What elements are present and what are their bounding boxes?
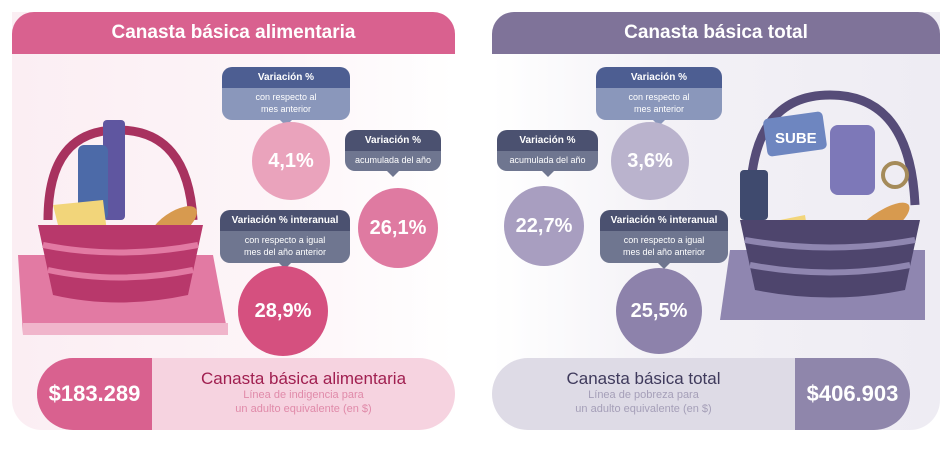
summary-line: un adulto equivalente (en $) <box>235 403 372 415</box>
canasta-total-summary: Canasta básica total Línea de pobreza pa… <box>492 358 910 430</box>
accumulated-variation-callout: Variación % acumulada del año <box>345 130 441 177</box>
monthly-variation-value: 4,1% <box>252 122 330 200</box>
callout-subtitle: acumulada del año <box>497 151 598 171</box>
panel-title: Canasta básica alimentaria <box>12 12 455 54</box>
callout-title: Variación % <box>345 130 441 151</box>
total-basket-illustration: SUBE <box>720 90 925 320</box>
callout-subtitle: mes del año anterior <box>622 247 706 257</box>
callout-subtitle: mes anterior <box>260 104 312 114</box>
callout-title: Variación % <box>222 67 350 88</box>
sube-card-label: SUBE <box>775 130 817 147</box>
accumulated-variation-callout: Variación % acumulada del año <box>497 130 598 177</box>
callout-subtitle: con respecto al <box>255 92 317 102</box>
yearly-variation-callout: Variación % interanual con respecto a ig… <box>220 210 350 269</box>
callout-subtitle: con respecto a igual <box>623 235 705 245</box>
summary-value: $183.289 <box>37 358 152 430</box>
summary-line: Línea de pobreza para <box>588 389 699 401</box>
callout-subtitle: con respecto al <box>628 92 690 102</box>
monthly-variation-callout: Variación % con respecto al mes anterior <box>596 67 722 126</box>
callout-subtitle: acumulada del año <box>345 151 441 171</box>
yearly-variation-value: 28,9% <box>238 266 328 356</box>
callout-title: Variación % interanual <box>600 210 728 231</box>
summary-name: Canasta básica alimentaria <box>200 369 407 388</box>
panel-title: Canasta básica total <box>492 12 940 54</box>
yearly-variation-callout: Variación % interanual con respecto a ig… <box>600 210 728 269</box>
food-basket-illustration <box>18 120 228 335</box>
callout-title: Variación % interanual <box>220 210 350 231</box>
canasta-alimentaria-summary: $183.289 Canasta básica alimentaria Líne… <box>37 358 455 430</box>
accumulated-variation-value: 22,7% <box>504 186 584 266</box>
monthly-variation-callout: Variación % con respecto al mes anterior <box>222 67 350 126</box>
yearly-variation-value: 25,5% <box>616 268 702 354</box>
summary-line: un adulto equivalente (en $) <box>575 403 712 415</box>
summary-value: $406.903 <box>795 358 910 430</box>
monthly-variation-value: 3,6% <box>611 122 689 200</box>
callout-title: Variación % <box>596 67 722 88</box>
callout-subtitle: mes anterior <box>633 104 685 114</box>
callout-subtitle: mes del año anterior <box>243 247 327 257</box>
summary-line: Línea de indigencia para <box>243 389 364 401</box>
callout-title: Variación % <box>497 130 598 151</box>
callout-subtitle: con respecto a igual <box>244 235 326 245</box>
summary-name: Canasta básica total <box>566 369 721 388</box>
accumulated-variation-value: 26,1% <box>358 188 438 268</box>
